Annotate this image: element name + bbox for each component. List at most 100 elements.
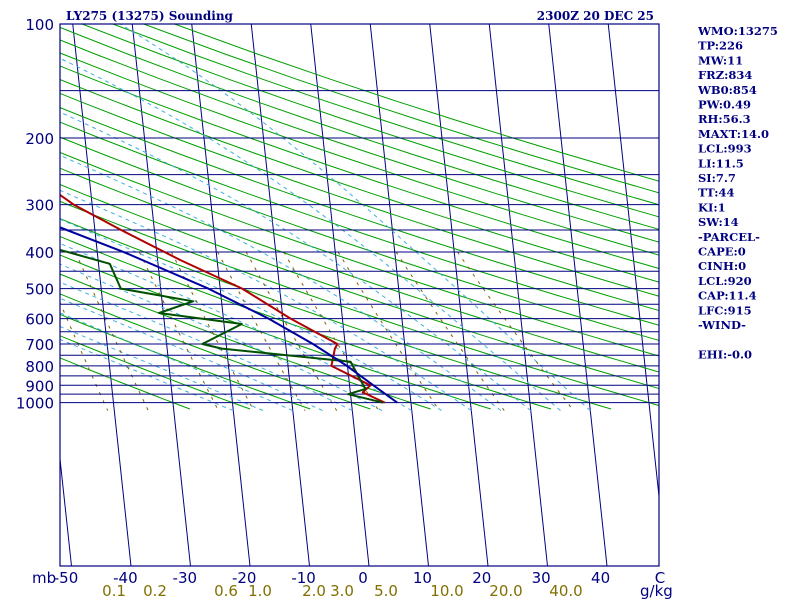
mixing-ratio-tick-label: 40.0 bbox=[549, 582, 582, 600]
sounding-index: LCL:920 bbox=[698, 274, 752, 288]
dry-adiabat-line bbox=[60, 65, 659, 269]
dry-adiabat-line bbox=[60, 121, 659, 326]
moist-adiabat-line bbox=[60, 312, 294, 412]
sounding-index: CAPE:0 bbox=[698, 245, 746, 259]
pressure-tick-label: 100 bbox=[25, 16, 54, 34]
mixing-ratio-tick-label: 3.0 bbox=[330, 582, 354, 600]
moist-adiabat-line bbox=[60, 242, 413, 412]
mixing-ratio-line bbox=[245, 251, 338, 411]
parcel-profile-line bbox=[60, 226, 398, 404]
moist-adiabat-line bbox=[60, 281, 353, 412]
pressure-tick-label: 300 bbox=[25, 197, 54, 215]
pressure-tick-label: 900 bbox=[25, 377, 54, 395]
temperature-tick-labels: -50 -40 -30 -20 -10 0 10 20 30 40 C bbox=[54, 569, 665, 587]
sounding-index: SW:14 bbox=[698, 215, 739, 229]
sounding-index: LFC:915 bbox=[698, 303, 752, 317]
temperature-tick-label: -50 bbox=[54, 569, 79, 587]
mixing-ratio-tick-label: 20.0 bbox=[489, 582, 522, 600]
temperature-tick-label: C bbox=[655, 569, 665, 587]
dry-adiabat-line bbox=[60, 92, 659, 297]
dry-adiabat-line bbox=[60, 167, 659, 373]
dry-adiabat-line bbox=[60, 313, 311, 410]
dewpoint-profile-line bbox=[60, 248, 384, 404]
moist-adiabat-line bbox=[60, 218, 442, 412]
moist-adiabat-line bbox=[60, 154, 502, 411]
sounding-index: WMO:13275 bbox=[697, 24, 778, 38]
pressure-tick-label: 800 bbox=[25, 358, 54, 376]
sounding-index: TT:44 bbox=[698, 186, 735, 200]
sounding-index: CAP:11.4 bbox=[698, 289, 757, 303]
plot-frame bbox=[59, 23, 660, 567]
mixing-ratio-tick-label: 0.1 bbox=[102, 582, 126, 600]
temperature-tick-label: -10 bbox=[291, 569, 316, 587]
plot-background bbox=[60, 24, 659, 566]
temperature-tick-label: 0 bbox=[358, 569, 368, 587]
sounding-index: FRZ:834 bbox=[698, 68, 752, 82]
pressure-tick-label: 700 bbox=[25, 336, 54, 354]
moist-adiabat-line bbox=[60, 189, 472, 412]
dry-adiabat-line bbox=[174, 24, 659, 182]
pressure-tick-label: 500 bbox=[25, 281, 54, 299]
moist-adiabat-line bbox=[60, 263, 383, 412]
sounding-index: LCL:993 bbox=[698, 142, 752, 156]
sounding-index: SI:7.7 bbox=[698, 171, 736, 185]
mixing-ratio-tick-label: 0.2 bbox=[143, 582, 167, 600]
mixing-ratio-tick-labels: 0.1 0.2 0.6 1.0 2.0 3.0 5.0 10.0 20.0 40.0 bbox=[102, 582, 583, 600]
dry-adiabat-line bbox=[60, 79, 659, 283]
mixing-ratio-line bbox=[74, 251, 149, 411]
mixing-ratio-line bbox=[457, 251, 574, 411]
pressure-tick-label: 1000 bbox=[16, 395, 54, 413]
mixing-ratio-line bbox=[170, 251, 255, 411]
isotherm-line bbox=[548, 24, 608, 566]
sounding-time: 2300Z 20 DEC 25 bbox=[537, 9, 654, 23]
dry-adiabat-line bbox=[81, 24, 659, 218]
sounding-index: CINH:0 bbox=[698, 259, 746, 273]
isotherm-line bbox=[72, 24, 132, 566]
temperature-tick-label: 20 bbox=[472, 569, 491, 587]
pressure-tick-label: 600 bbox=[25, 311, 54, 329]
sounding-index: MAXT:14.0 bbox=[698, 127, 769, 141]
mixing-ratio-line bbox=[60, 301, 109, 411]
temperature-profile-line bbox=[60, 193, 386, 404]
moist-adiabat-line bbox=[60, 297, 323, 412]
sounding-index: TP:226 bbox=[698, 39, 743, 53]
sounding-index: KI:1 bbox=[698, 200, 726, 214]
dry-adiabat-line bbox=[60, 357, 191, 410]
isotherm-line bbox=[60, 454, 72, 566]
mixing-ratio-line bbox=[395, 251, 505, 411]
mixing-ratio-tick-label: 5.0 bbox=[374, 582, 398, 600]
sounding-profiles bbox=[60, 193, 398, 404]
isotherm-line bbox=[488, 24, 548, 566]
mixing-ratio-line bbox=[138, 251, 219, 411]
pressure-tick-label: 400 bbox=[25, 244, 54, 262]
temperature-tick-label: 30 bbox=[532, 569, 551, 587]
dry-adiabat-line bbox=[60, 52, 659, 256]
sounding-index: LI:11.5 bbox=[698, 156, 744, 170]
sounding-indices-panel: WMO:13275TP:226MW:11FRZ:834WB0:854PW:0.4… bbox=[697, 24, 778, 361]
sounding-index: WB0:854 bbox=[697, 83, 757, 97]
pressure-unit-label: mb bbox=[32, 569, 56, 587]
dry-adiabat-line bbox=[60, 39, 659, 243]
isotherm-line bbox=[607, 24, 659, 501]
moist-adiabat-line bbox=[60, 57, 561, 411]
mixing-ratio-tick-label: 0.6 bbox=[214, 582, 238, 600]
dry-adiabat-line bbox=[60, 107, 659, 312]
temperature-tick-label: -30 bbox=[173, 569, 198, 587]
mixing-ratio-tick-label: 1.0 bbox=[248, 582, 272, 600]
isobar-lines bbox=[60, 24, 659, 404]
dry-adiabat-line bbox=[60, 273, 431, 410]
dry-adiabat-line bbox=[112, 24, 659, 206]
dry-adiabat-line bbox=[60, 218, 612, 410]
sounding-index: RH:56.3 bbox=[698, 112, 751, 126]
mixing-ratio-line bbox=[337, 251, 440, 411]
dry-adiabat-line bbox=[60, 136, 659, 341]
dry-adiabat-line bbox=[60, 200, 659, 407]
sounding-index: PW:0.49 bbox=[698, 98, 751, 112]
isotherm-line bbox=[310, 24, 370, 566]
pressure-tick-label: 200 bbox=[25, 130, 54, 148]
moist-adiabat-line bbox=[60, 111, 532, 411]
mixing-ratio-tick-label: 2.0 bbox=[302, 582, 326, 600]
temperature-tick-label: 10 bbox=[413, 569, 432, 587]
